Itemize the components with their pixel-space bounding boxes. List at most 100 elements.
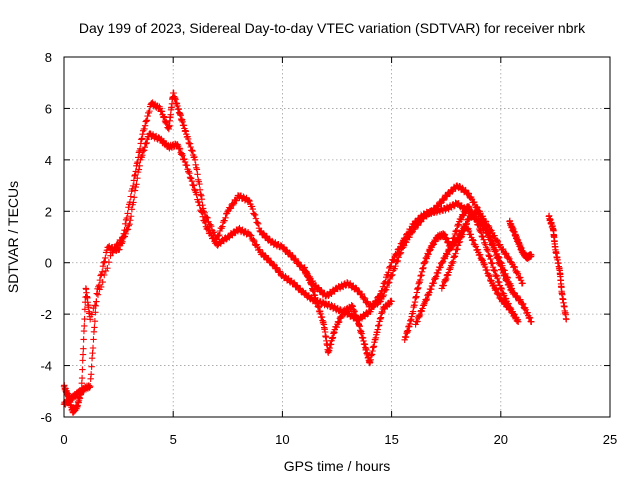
data-point-marker [81,306,89,313]
data-point-marker [114,240,121,248]
data-point-marker [499,245,507,253]
grid-lines [64,57,610,417]
data-point-marker [481,260,488,268]
data-point-marker [90,336,97,343]
data-point-marker [563,316,570,323]
data-point-marker [193,166,201,173]
data-point-marker [510,263,518,270]
data-point-marker [517,277,525,284]
data-point-marker [191,156,199,164]
data-point-marker [495,291,503,298]
data-point-marker [193,164,200,172]
data-point-marker [526,314,534,322]
data-point-marker [428,286,435,293]
data-point-marker [455,221,462,228]
data-point-marker [138,135,146,142]
data-point-marker [188,175,195,182]
data-point-marker [383,283,391,291]
data-point-marker [186,140,194,147]
data-point-marker [143,117,150,125]
data-point-marker [445,269,452,276]
data-point-marker [467,194,474,202]
data-point-marker [130,177,138,184]
series-7 [506,217,535,262]
y-tick-label: 4 [45,153,52,168]
x-tick-label: 5 [170,432,177,447]
data-point-marker [423,295,431,303]
data-point-marker [208,222,215,230]
data-point-marker [78,388,85,395]
data-point-marker [484,247,492,255]
data-point-marker [493,236,501,244]
data-point-marker [528,318,535,326]
data-point-marker [446,247,453,254]
data-point-marker [197,191,204,198]
data-point-marker [505,300,512,307]
data-point-marker [128,206,136,213]
data-point-marker [465,190,473,197]
data-point-marker [470,237,477,244]
data-point-marker [255,220,262,228]
data-point-marker [503,250,510,257]
data-point-marker [440,282,447,289]
data-point-marker [433,273,440,280]
data-point-marker [81,315,88,323]
x-tick-label: 20 [494,432,508,447]
data-point-marker [88,311,95,318]
data-point-marker [481,220,488,227]
data-point-marker [142,118,149,125]
data-point-marker [485,251,492,259]
data-point-marker [131,172,138,180]
data-point-marker [408,229,416,237]
data-point-marker [124,210,131,217]
data-point-marker [246,231,253,238]
data-point-marker [489,264,497,271]
data-point-marker [487,235,494,243]
data-point-marker [471,198,478,206]
data-point-marker [449,258,457,265]
data-point-marker [490,281,498,289]
data-point-marker [276,268,284,275]
data-point-marker [488,241,495,248]
data-point-marker [93,290,100,297]
data-markers [60,89,570,416]
series-4 [401,220,513,344]
data-point-marker [196,186,204,193]
data-point-marker [460,211,467,219]
data-point-marker [497,262,504,269]
data-point-marker [499,266,506,274]
data-point-marker [219,223,226,230]
data-point-marker [396,250,404,258]
data-point-marker [400,242,408,249]
data-point-marker [144,112,151,120]
data-point-marker [486,252,494,260]
data-point-marker [395,254,402,261]
data-point-marker [501,272,509,279]
data-point-marker [179,152,186,159]
data-point-marker [195,199,203,206]
data-point-marker [79,357,86,364]
data-point-marker [199,205,207,212]
data-point-marker [528,251,535,259]
data-point-marker [93,298,100,305]
data-point-marker [444,272,452,279]
data-point-marker [488,277,495,284]
data-point-marker [496,241,504,248]
y-tick-label: 2 [45,204,52,219]
data-point-marker [199,201,206,209]
data-point-marker [461,227,468,234]
data-point-marker [333,324,340,331]
data-point-marker [89,344,97,352]
y-axis-label: SDTVAR / TECUs [5,181,21,293]
data-point-marker [492,271,499,279]
data-point-marker [456,238,464,245]
data-point-marker [94,291,102,298]
data-point-marker [88,363,95,370]
data-point-marker [462,221,470,228]
data-point-marker [381,287,388,295]
data-point-marker [227,204,235,212]
data-point-marker [87,371,95,378]
data-point-marker [482,223,490,231]
data-point-marker [466,203,473,211]
